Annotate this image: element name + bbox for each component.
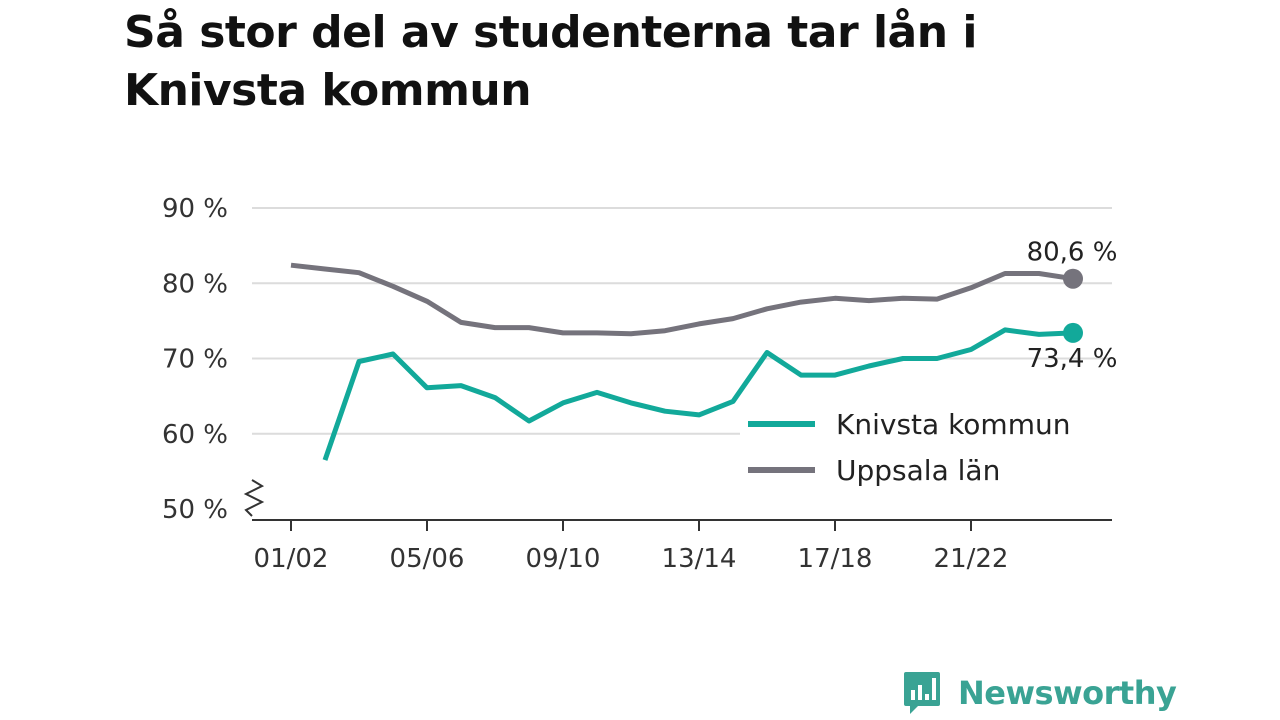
x-tick-label: 01/02 xyxy=(254,544,329,574)
legend-label: Uppsala län xyxy=(836,454,1000,487)
legend: Knivsta kommun Uppsala län xyxy=(740,400,1112,500)
x-tick-label: 21/22 xyxy=(934,544,1009,574)
chart-title: Så stor del av studenterna tar lån i Kni… xyxy=(124,7,977,116)
x-tick-label: 05/06 xyxy=(390,544,465,574)
y-tick-label: 50 % xyxy=(162,495,228,525)
end-value-label: 73,4 % xyxy=(1027,344,1118,374)
series-lines xyxy=(290,262,1083,461)
y-tick-label: 80 % xyxy=(162,269,228,299)
series-line-0 xyxy=(322,327,1074,461)
series-end-point xyxy=(1063,268,1083,289)
legend-background xyxy=(740,400,1112,500)
axis-break xyxy=(243,479,265,517)
series-line-1 xyxy=(290,262,1074,337)
newsworthy-chart-bubble-icon xyxy=(904,672,940,714)
y-tick-label: 70 % xyxy=(162,345,228,375)
grid-lines xyxy=(252,207,1112,435)
x-tick-label: 13/14 xyxy=(662,544,737,574)
x-axis: 01/02 05/06 09/10 13/14 17/18 21/22 xyxy=(252,519,1112,574)
y-tick-label: 90 % xyxy=(162,194,228,224)
axis-break-mark xyxy=(243,479,265,517)
x-tick-label: 09/10 xyxy=(526,544,601,574)
end-labels: 73,4 % 80,6 % xyxy=(1027,238,1118,374)
y-tick-label: 60 % xyxy=(162,420,228,450)
series-end-point xyxy=(1063,322,1083,343)
end-value-label: 80,6 % xyxy=(1027,238,1118,268)
x-tick-label: 17/18 xyxy=(798,544,873,574)
y-tick-labels: 50 % 60 % 70 % 80 % 90 % xyxy=(162,194,228,525)
legend-label: Knivsta kommun xyxy=(836,408,1070,441)
brand-footer: Newsworthy xyxy=(902,668,1177,718)
brand-name: Newsworthy xyxy=(958,674,1177,712)
